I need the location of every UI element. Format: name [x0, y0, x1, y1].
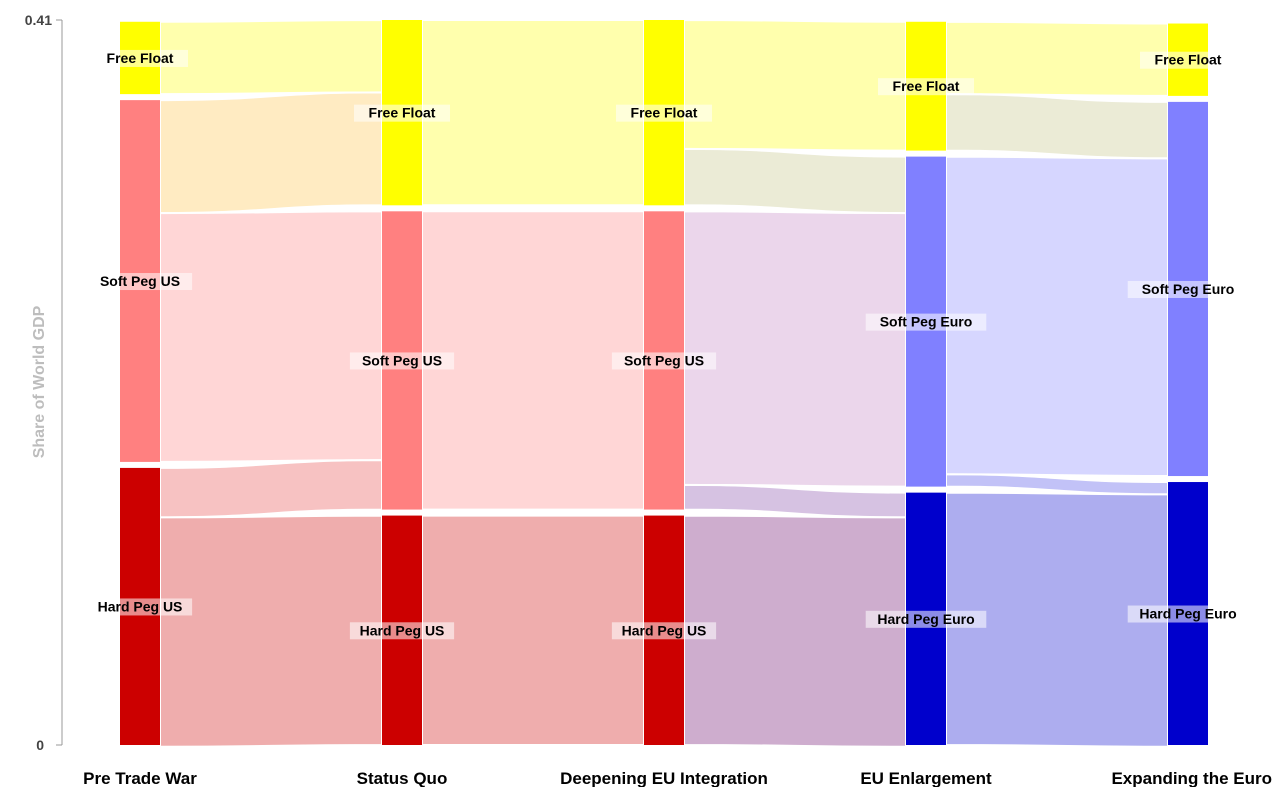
node-label-bg-3-1 [865, 313, 987, 331]
node-label-bg-4-0 [1140, 51, 1236, 69]
node-label-bg-4-1 [1127, 280, 1249, 298]
node-label-4-1: Soft Peg Euro [1142, 281, 1235, 297]
y-axis: 0.41 0 Share of World GDP [25, 12, 63, 753]
flow-2-3 [683, 483, 907, 519]
flow-2-0 [683, 18, 907, 152]
node-label-0-2: Hard Peg US [98, 598, 183, 614]
node-label-bg-0-0 [92, 49, 188, 67]
node-label-bg-2-1 [611, 352, 717, 370]
stage-label-1: Status Quo [357, 769, 448, 787]
node-label-bg-0-1 [87, 273, 193, 291]
node-label-3-0: Free Float [893, 78, 960, 94]
node-label-0-0: Free Float [107, 50, 174, 66]
flow-3-3 [945, 473, 1169, 496]
flow-0-4 [159, 514, 383, 748]
node-label-3-2: Hard Peg Euro [877, 611, 974, 627]
flow-0-2 [159, 210, 383, 463]
y-axis-title: Share of World GDP [31, 305, 48, 458]
y-tick-label-bottom: 0 [36, 737, 44, 753]
flow-2-4 [683, 514, 907, 748]
flow-0-1 [159, 91, 383, 215]
stage-label-2: Deepening EU Integration [560, 769, 768, 787]
node-label-bg-2-0 [616, 104, 712, 122]
node-label-1-2: Hard Peg US [360, 622, 445, 638]
stage-label-4: Expanding the Euro [1111, 769, 1272, 787]
stage-label-0: Pre Trade War [83, 769, 197, 787]
node-label-bg-3-2 [865, 610, 987, 628]
flow-1-1 [421, 210, 645, 511]
node-label-1-0: Free Float [369, 105, 436, 121]
node-label-2-2: Hard Peg US [622, 622, 707, 638]
flow-3-0 [945, 20, 1169, 97]
node-label-2-0: Free Float [631, 105, 698, 121]
node-label-bg-1-2 [349, 622, 455, 640]
node-label-bg-2-2 [611, 622, 717, 640]
y-tick-label-top: 0.41 [25, 12, 52, 28]
node-label-3-1: Soft Peg Euro [880, 314, 973, 330]
node-label-bg-1-0 [354, 104, 450, 122]
flow-0-0 [159, 18, 383, 96]
node-label-4-2: Hard Peg Euro [1139, 606, 1236, 622]
flow-1-0 [421, 18, 645, 207]
flow-2-1 [683, 147, 907, 215]
flow-3-1 [945, 93, 1169, 160]
node-label-bg-3-0 [878, 78, 974, 96]
node-label-bg-4-2 [1127, 605, 1249, 623]
node-label-0-1: Soft Peg US [100, 273, 180, 289]
flows-layer [159, 18, 1169, 748]
node-labels-layer: Free Float Soft Peg US Hard Peg US Free Flo… [87, 49, 1249, 640]
node-label-bg-0-2 [87, 598, 193, 616]
flow-1-2 [421, 514, 645, 747]
node-label-bg-1-1 [349, 352, 455, 370]
flow-2-2 [683, 210, 907, 488]
flow-3-4 [945, 491, 1169, 748]
node-label-4-0: Free Float [1155, 52, 1222, 68]
node-label-2-1: Soft Peg US [624, 352, 704, 368]
flow-0-3 [159, 459, 383, 519]
stage-label-3: EU Enlargement [860, 769, 992, 787]
node-label-1-1: Soft Peg US [362, 352, 442, 368]
stage-labels-layer: Pre Trade War Status Quo Deepening EU In… [83, 769, 1272, 787]
